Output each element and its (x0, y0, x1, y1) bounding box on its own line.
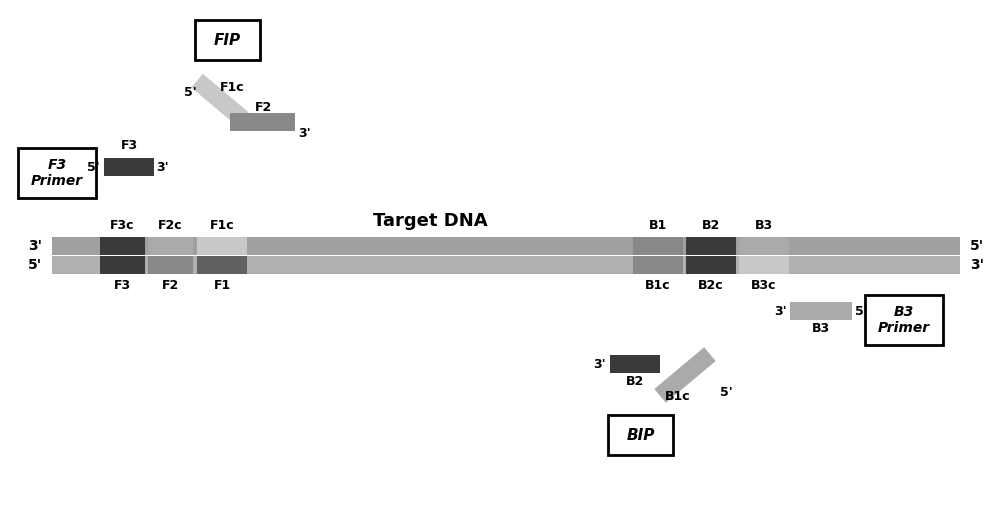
Text: B3: B3 (812, 322, 830, 335)
Polygon shape (191, 74, 249, 126)
Bar (52, 237, 960, 255)
Text: B1c: B1c (665, 390, 691, 403)
Text: B2c: B2c (698, 279, 724, 292)
FancyBboxPatch shape (18, 148, 96, 198)
Bar (230, 113, 295, 131)
Bar (148, 256, 193, 274)
Text: F2: F2 (161, 279, 179, 292)
Bar (100, 237, 145, 255)
Bar (52, 256, 960, 274)
Text: B1: B1 (649, 219, 667, 232)
Text: 5': 5' (184, 85, 197, 99)
Text: 5': 5' (970, 239, 984, 253)
Bar (633, 256, 683, 274)
Bar (739, 256, 789, 274)
Bar (148, 237, 193, 255)
FancyBboxPatch shape (865, 295, 943, 345)
FancyBboxPatch shape (608, 415, 673, 455)
Bar (686, 237, 736, 255)
Text: F2c: F2c (158, 219, 182, 232)
Bar (739, 237, 789, 255)
Text: F3
Primer: F3 Primer (31, 158, 83, 188)
Text: F3: F3 (120, 139, 138, 152)
Text: 3': 3' (593, 358, 606, 370)
Bar (197, 256, 247, 274)
Text: B2: B2 (702, 219, 720, 232)
Bar (633, 237, 683, 255)
Text: F3c: F3c (110, 219, 134, 232)
Text: F1: F1 (213, 279, 231, 292)
Text: 3': 3' (298, 127, 311, 140)
Text: B3
Primer: B3 Primer (878, 305, 930, 335)
Text: 5': 5' (855, 305, 868, 317)
Text: 3': 3' (156, 160, 169, 174)
Text: 3': 3' (774, 305, 787, 317)
Text: F1c: F1c (210, 219, 234, 232)
Text: 3': 3' (28, 239, 42, 253)
Bar (790, 302, 852, 320)
Text: BIP: BIP (626, 428, 655, 443)
Bar (610, 355, 660, 373)
FancyBboxPatch shape (195, 20, 260, 60)
Text: Target DNA: Target DNA (373, 212, 487, 230)
Polygon shape (654, 347, 716, 403)
Text: B3c: B3c (751, 279, 777, 292)
Bar (686, 256, 736, 274)
Text: 5': 5' (28, 258, 42, 272)
Text: B2: B2 (626, 375, 644, 388)
Text: F3: F3 (113, 279, 131, 292)
Bar (197, 237, 247, 255)
Text: 5': 5' (720, 385, 733, 399)
Text: B1c: B1c (645, 279, 671, 292)
Text: F2: F2 (255, 101, 272, 113)
Text: 3': 3' (970, 258, 984, 272)
Bar (100, 256, 145, 274)
Text: F1c: F1c (220, 81, 245, 94)
Text: B3: B3 (755, 219, 773, 232)
Bar (104, 158, 154, 176)
Text: FIP: FIP (214, 33, 241, 48)
Text: 5': 5' (87, 160, 100, 174)
